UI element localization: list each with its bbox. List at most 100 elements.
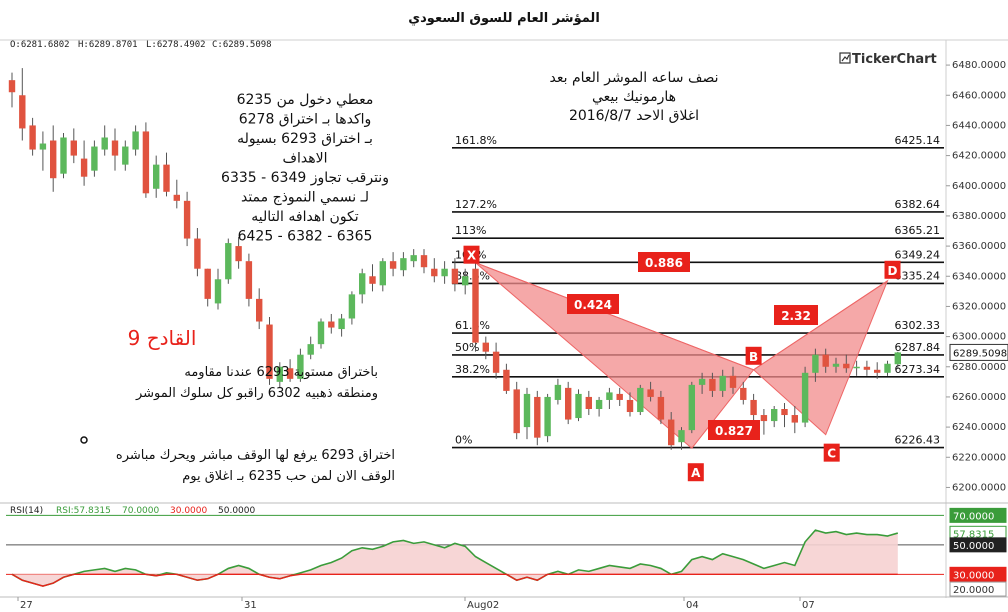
rsi-axis-label: 30.0000 [953, 570, 994, 581]
pattern-bd-line [753, 280, 888, 371]
x-tick-label: 31 [244, 600, 257, 611]
candle-body [122, 146, 129, 165]
candle-body [101, 137, 108, 150]
brand-icon-line [841, 54, 850, 62]
candle-body [719, 375, 726, 391]
note-stoploss: اختراق 6293 يرفع لها الوقف مباشر ويحرك م… [116, 448, 395, 463]
ratio-box [708, 420, 760, 440]
candle-body [534, 396, 541, 438]
rsi-axis-label: 20.0000 [953, 585, 994, 596]
candle-body [554, 384, 562, 400]
candle-body [307, 344, 314, 355]
candle-body [462, 276, 469, 286]
y-tick-label: 6320.0000 [952, 301, 1006, 312]
candle-body [472, 268, 479, 343]
candle-body [379, 261, 386, 286]
x-tick-label: 07 [802, 600, 815, 611]
candle-body [647, 389, 654, 397]
candle-body [709, 378, 716, 391]
candle-body [853, 366, 860, 369]
candle-body [8, 80, 16, 93]
candle-body [80, 158, 88, 177]
y-tick-label: 6220.0000 [952, 452, 1006, 463]
candle-body [884, 363, 891, 373]
fib-price-label: 6335.24 [895, 269, 941, 282]
x-tick-label: Aug02 [467, 600, 499, 611]
y-tick-label: 6380.0000 [952, 211, 1006, 222]
last-price-label: 6289.5098 [953, 348, 1007, 359]
fib-price-label: 6226.43 [895, 434, 941, 447]
candle-body [492, 351, 500, 373]
candle-body [441, 268, 448, 277]
fib-price-label: 6382.64 [895, 198, 941, 211]
x-tick-label: 04 [686, 600, 699, 611]
candle-body [359, 273, 366, 295]
candle-body [544, 396, 551, 437]
pattern-point-box [687, 463, 704, 482]
last-price-box [949, 343, 1008, 361]
y-tick-label: 6300.0000 [952, 332, 1006, 343]
rsi-level-30: 30.0000 [170, 506, 207, 516]
candle-body [50, 140, 57, 179]
pattern-point-box [823, 443, 840, 462]
note-entry-targets: 6335 - ونترقب تجاوز 6349 [221, 170, 389, 186]
pattern-xb-line [475, 262, 754, 371]
note-harmonic: اغلاق الاحد 2016/8/7 [569, 108, 699, 124]
candle-body [606, 392, 613, 400]
ratio-label: 2.32 [781, 309, 811, 323]
candle-body [153, 164, 160, 189]
candle-body [91, 146, 98, 171]
rsi-axis-label: 70.0000 [953, 511, 994, 522]
rsi-axis-label: 57.8315 [953, 529, 994, 540]
rsi-level-50: 50.0000 [218, 506, 255, 516]
y-tick-label: 6340.0000 [952, 271, 1006, 282]
rsi-oversold-line [11, 573, 898, 587]
candle-body [256, 298, 263, 322]
ratio-label: 0.424 [574, 298, 612, 312]
note-entry-targets: تكون اهدافه التاليه [251, 209, 358, 225]
pattern-point-label: C [827, 447, 836, 461]
candle-body [771, 409, 778, 422]
ohlc-open: O:6281.6802 [10, 40, 70, 50]
candle-body [451, 268, 459, 284]
y-tick-label: 6240.0000 [952, 422, 1006, 433]
pattern-point-label: X [467, 249, 477, 263]
y-tick-label: 6200.0000 [952, 482, 1006, 493]
rsi-title: RSI(14) [10, 506, 43, 516]
rsi-axis-box [949, 537, 1007, 553]
fib-price-label: 6287.84 [895, 341, 941, 354]
y-tick-label: 6260.0000 [952, 392, 1006, 403]
note-entry-targets: لـ نسمي النموذج ممتد [241, 190, 369, 206]
candle-body [874, 369, 881, 373]
candle-body [523, 393, 531, 428]
fib-pct-label: 113% [455, 224, 486, 237]
candle-body [482, 342, 489, 352]
candle-body [822, 354, 829, 367]
note-entry-targets: الاهداف [282, 151, 327, 167]
pattern-point-box [463, 245, 480, 264]
ratio-box [638, 252, 690, 272]
candle-body [60, 137, 67, 174]
candle-body [389, 261, 397, 269]
brand-icon [839, 52, 851, 64]
candle-body [369, 276, 376, 284]
candle-body [29, 125, 36, 150]
candle-body [194, 238, 201, 269]
ratio-label: 0.886 [645, 256, 683, 270]
pattern-point-box [884, 260, 901, 279]
note-entry-targets: 6425 - 6382 - 6365 [238, 229, 373, 245]
note-resistance: باختراق مستوبة 6293 عندنا مقاومه [184, 365, 378, 380]
candle-body [410, 255, 417, 262]
y-tick-label: 6440.0000 [952, 120, 1006, 131]
rsi-fill [12, 530, 898, 587]
pattern-point-label: B [749, 350, 758, 364]
candle-body [801, 372, 809, 423]
fib-price-label: 6425.14 [895, 134, 941, 147]
candle-body [235, 246, 242, 262]
candle-body [657, 396, 665, 420]
rsi-axis-box [949, 507, 1007, 523]
candle-body [750, 399, 757, 416]
candle-body [585, 396, 592, 410]
candle-body [575, 393, 582, 419]
